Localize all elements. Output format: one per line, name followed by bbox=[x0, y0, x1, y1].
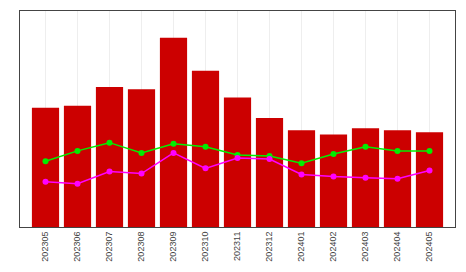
svg-text:202308: 202308 bbox=[136, 232, 146, 262]
svg-text:202305: 202305 bbox=[40, 232, 50, 262]
svg-text:202312: 202312 bbox=[264, 232, 274, 262]
svg-text:202306: 202306 bbox=[72, 232, 82, 262]
svg-text:202404: 202404 bbox=[392, 232, 402, 262]
svg-text:202402: 202402 bbox=[328, 232, 338, 262]
svg-text:202405: 202405 bbox=[424, 232, 434, 262]
svg-text:202311: 202311 bbox=[232, 232, 242, 261]
svg-text:202310: 202310 bbox=[200, 232, 210, 262]
svg-text:202309: 202309 bbox=[168, 232, 178, 262]
svg-text:202307: 202307 bbox=[104, 232, 114, 262]
svg-text:202401: 202401 bbox=[296, 232, 306, 262]
svg-text:202403: 202403 bbox=[360, 232, 370, 262]
